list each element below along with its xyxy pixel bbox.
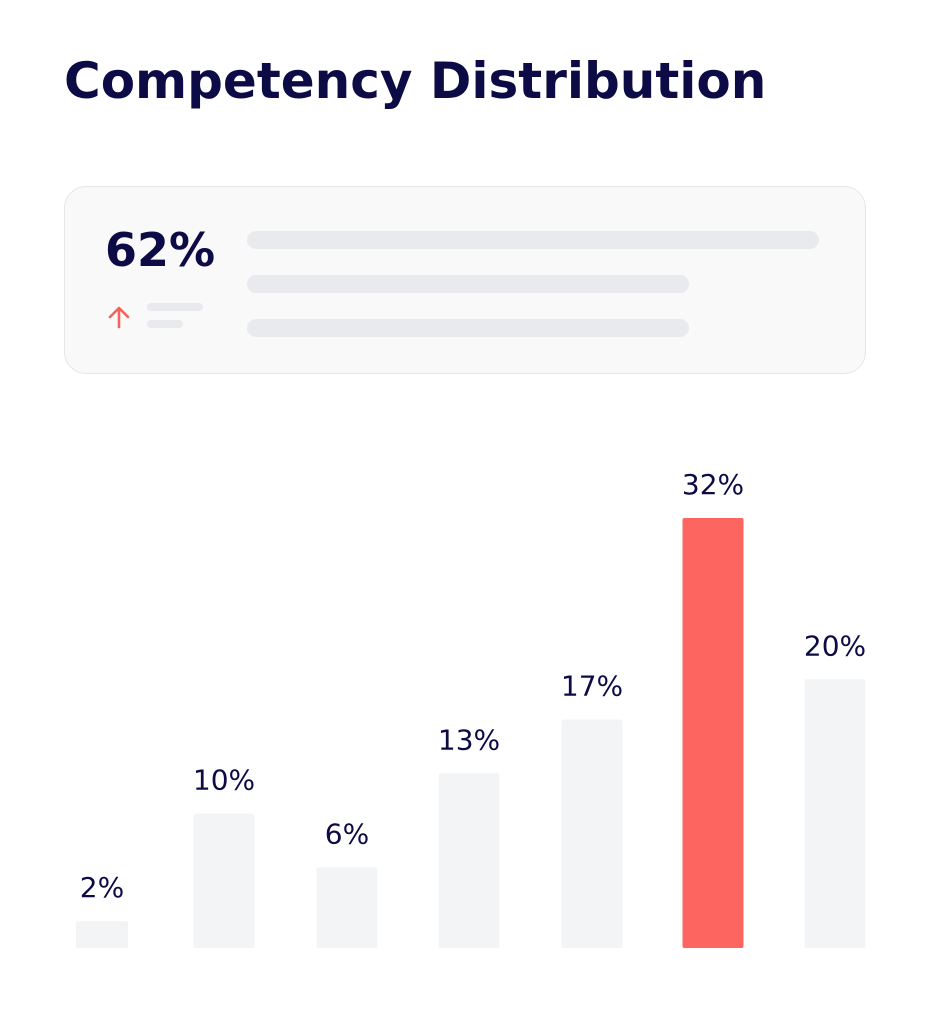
bar-label-4: 13% <box>438 723 500 756</box>
bar-4 <box>438 773 500 948</box>
trend-placeholder-line-1 <box>147 303 203 311</box>
bar-chart-svg: 2% 10% 6% 13% 17% 32% 20% <box>76 468 866 948</box>
summary-placeholder-line-3 <box>247 319 689 337</box>
bar-6 <box>682 518 744 948</box>
bar-label-5: 17% <box>561 670 623 703</box>
bar-1 <box>76 921 128 948</box>
bar-7 <box>804 679 866 948</box>
trend-placeholder-line-2 <box>147 320 183 328</box>
summary-value: 62% <box>105 223 216 277</box>
bar-label-6: 32% <box>682 468 744 501</box>
bar-label-2: 10% <box>193 764 255 797</box>
summary-card: 62% <box>64 186 866 374</box>
arrow-up-icon <box>108 306 130 329</box>
bar-label-3: 6% <box>325 817 369 850</box>
bar-label-7: 20% <box>804 629 866 662</box>
distribution-bar-chart: 2% 10% 6% 13% 17% 32% 20% <box>0 420 948 1000</box>
bar-3 <box>316 867 378 948</box>
page-title: Competency Distribution <box>64 52 767 110</box>
summary-placeholder-line-1 <box>247 231 819 249</box>
bar-5 <box>561 719 623 948</box>
summary-placeholder-line-2 <box>247 275 689 293</box>
bar-label-1: 2% <box>80 871 124 904</box>
bar-2 <box>193 813 255 948</box>
